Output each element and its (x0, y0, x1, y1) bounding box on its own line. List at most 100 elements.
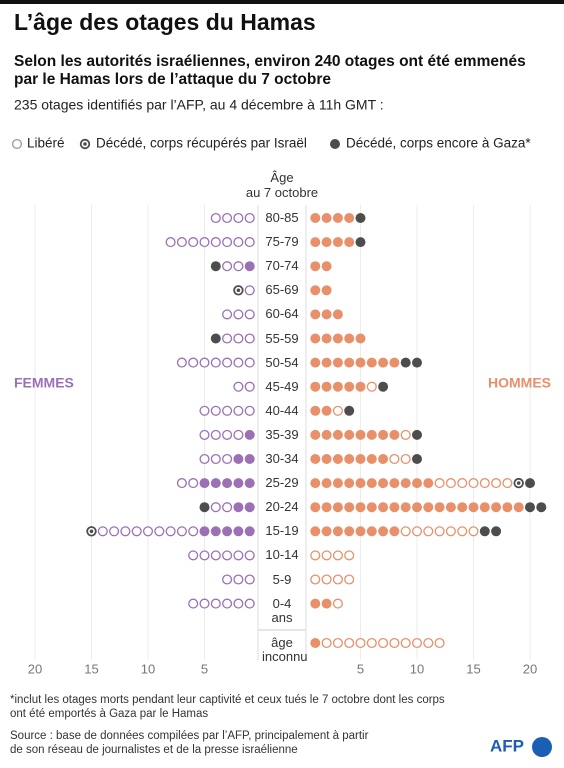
dot-freed (233, 429, 244, 440)
dot-freed (434, 637, 445, 649)
dot-freed (233, 237, 244, 248)
dot-held (244, 429, 255, 440)
dot-freed (222, 574, 233, 585)
dot-gaza (400, 357, 411, 368)
dot-held (366, 478, 377, 489)
dot-held (310, 357, 321, 368)
dot-freed (400, 429, 411, 440)
dot-gaza (412, 454, 422, 464)
dot-held (457, 502, 468, 513)
dot-freed (97, 526, 108, 537)
dot-held (378, 478, 389, 489)
dot-held (355, 478, 366, 489)
dot-held (321, 381, 332, 392)
dot-held (366, 429, 377, 440)
dot-held (321, 454, 332, 464)
dot-freed (445, 478, 456, 489)
dot-freed (244, 405, 255, 416)
dot-freed (321, 637, 332, 649)
dot-freed (233, 598, 244, 609)
dot-freed (199, 237, 210, 248)
row-label: 45-49 (265, 378, 299, 394)
dot-freed (479, 478, 490, 489)
dot-freed (344, 550, 355, 561)
dot-held (355, 357, 366, 368)
row-label: 50-54 (265, 354, 299, 370)
dot-freed (210, 453, 221, 465)
dot-freed (244, 381, 255, 392)
row-label: 80-85 (265, 210, 299, 225)
dot-held (332, 381, 343, 392)
row-label: 20-24 (265, 499, 299, 515)
dot-freed (222, 212, 233, 224)
dot-freed (378, 637, 389, 649)
dot-held (389, 478, 400, 489)
dot-freed (120, 526, 131, 537)
source: de son réseau de journalistes et de la p… (10, 744, 298, 756)
dot-freed (423, 637, 434, 649)
dot-held (344, 454, 355, 464)
dot-held (332, 526, 343, 537)
dot-held (310, 381, 321, 392)
dot-held (199, 478, 210, 489)
row-label: 10-14 (265, 547, 299, 563)
dot-freed (244, 357, 255, 368)
dot-freed (222, 333, 233, 344)
dot-freed (411, 637, 423, 649)
dot-held (344, 213, 355, 223)
row-label: 25-29 (265, 475, 299, 491)
dot-held (244, 526, 255, 537)
dot-gaza (525, 502, 535, 513)
row-label: 75-79 (265, 234, 299, 250)
dot-freed (244, 574, 255, 585)
dot-freed (244, 309, 255, 320)
dot-freed (222, 237, 233, 248)
dot-freed (445, 526, 456, 537)
dot-held (222, 478, 233, 489)
dot-freed (233, 405, 244, 416)
dot-gaza (412, 357, 422, 368)
dot-freed (199, 453, 210, 465)
dot-held (332, 213, 343, 223)
dot-freed (210, 405, 221, 416)
legend-label: Décédé, corps récupérés par Israël (96, 136, 307, 151)
dot-freed (222, 309, 233, 320)
x-tick-label: 15 (84, 661, 98, 676)
dot-freed (244, 237, 255, 248)
dot-freed (332, 637, 343, 649)
row-label: 0-4 ans (271, 595, 293, 625)
dot-freed (188, 550, 199, 561)
dot-held (332, 429, 343, 440)
x-tick-label: 5 (357, 661, 364, 676)
dot-freed (423, 526, 434, 537)
dot-freed (199, 405, 210, 416)
dot-held (355, 333, 366, 344)
dot-gaza (536, 502, 547, 513)
dot-freed (199, 429, 210, 440)
legend-label: Décédé, corps encore à Gaza* (346, 136, 531, 151)
dot-held (344, 478, 355, 489)
dot-recovered-center (89, 529, 94, 534)
dot-freed (310, 550, 321, 561)
row-label: 60-64 (265, 306, 299, 322)
dot-held (378, 526, 389, 537)
dot-held (321, 213, 332, 223)
dot-held (321, 526, 332, 537)
dot-held (321, 309, 332, 320)
dot-held (378, 429, 389, 440)
dot-freed (131, 526, 142, 537)
dot-held (355, 429, 366, 440)
dot-held (321, 405, 332, 416)
dot-held (355, 454, 366, 464)
dot-freed (457, 526, 468, 537)
dot-freed (502, 478, 513, 489)
dot-held (244, 261, 255, 272)
dot-freed (244, 285, 255, 296)
dot-held (355, 526, 366, 537)
dot-freed (222, 598, 233, 609)
dot-freed (154, 526, 165, 537)
dot-freed (244, 550, 255, 561)
dot-freed (434, 526, 445, 537)
dot-held (310, 502, 321, 513)
dot-held (445, 502, 456, 513)
